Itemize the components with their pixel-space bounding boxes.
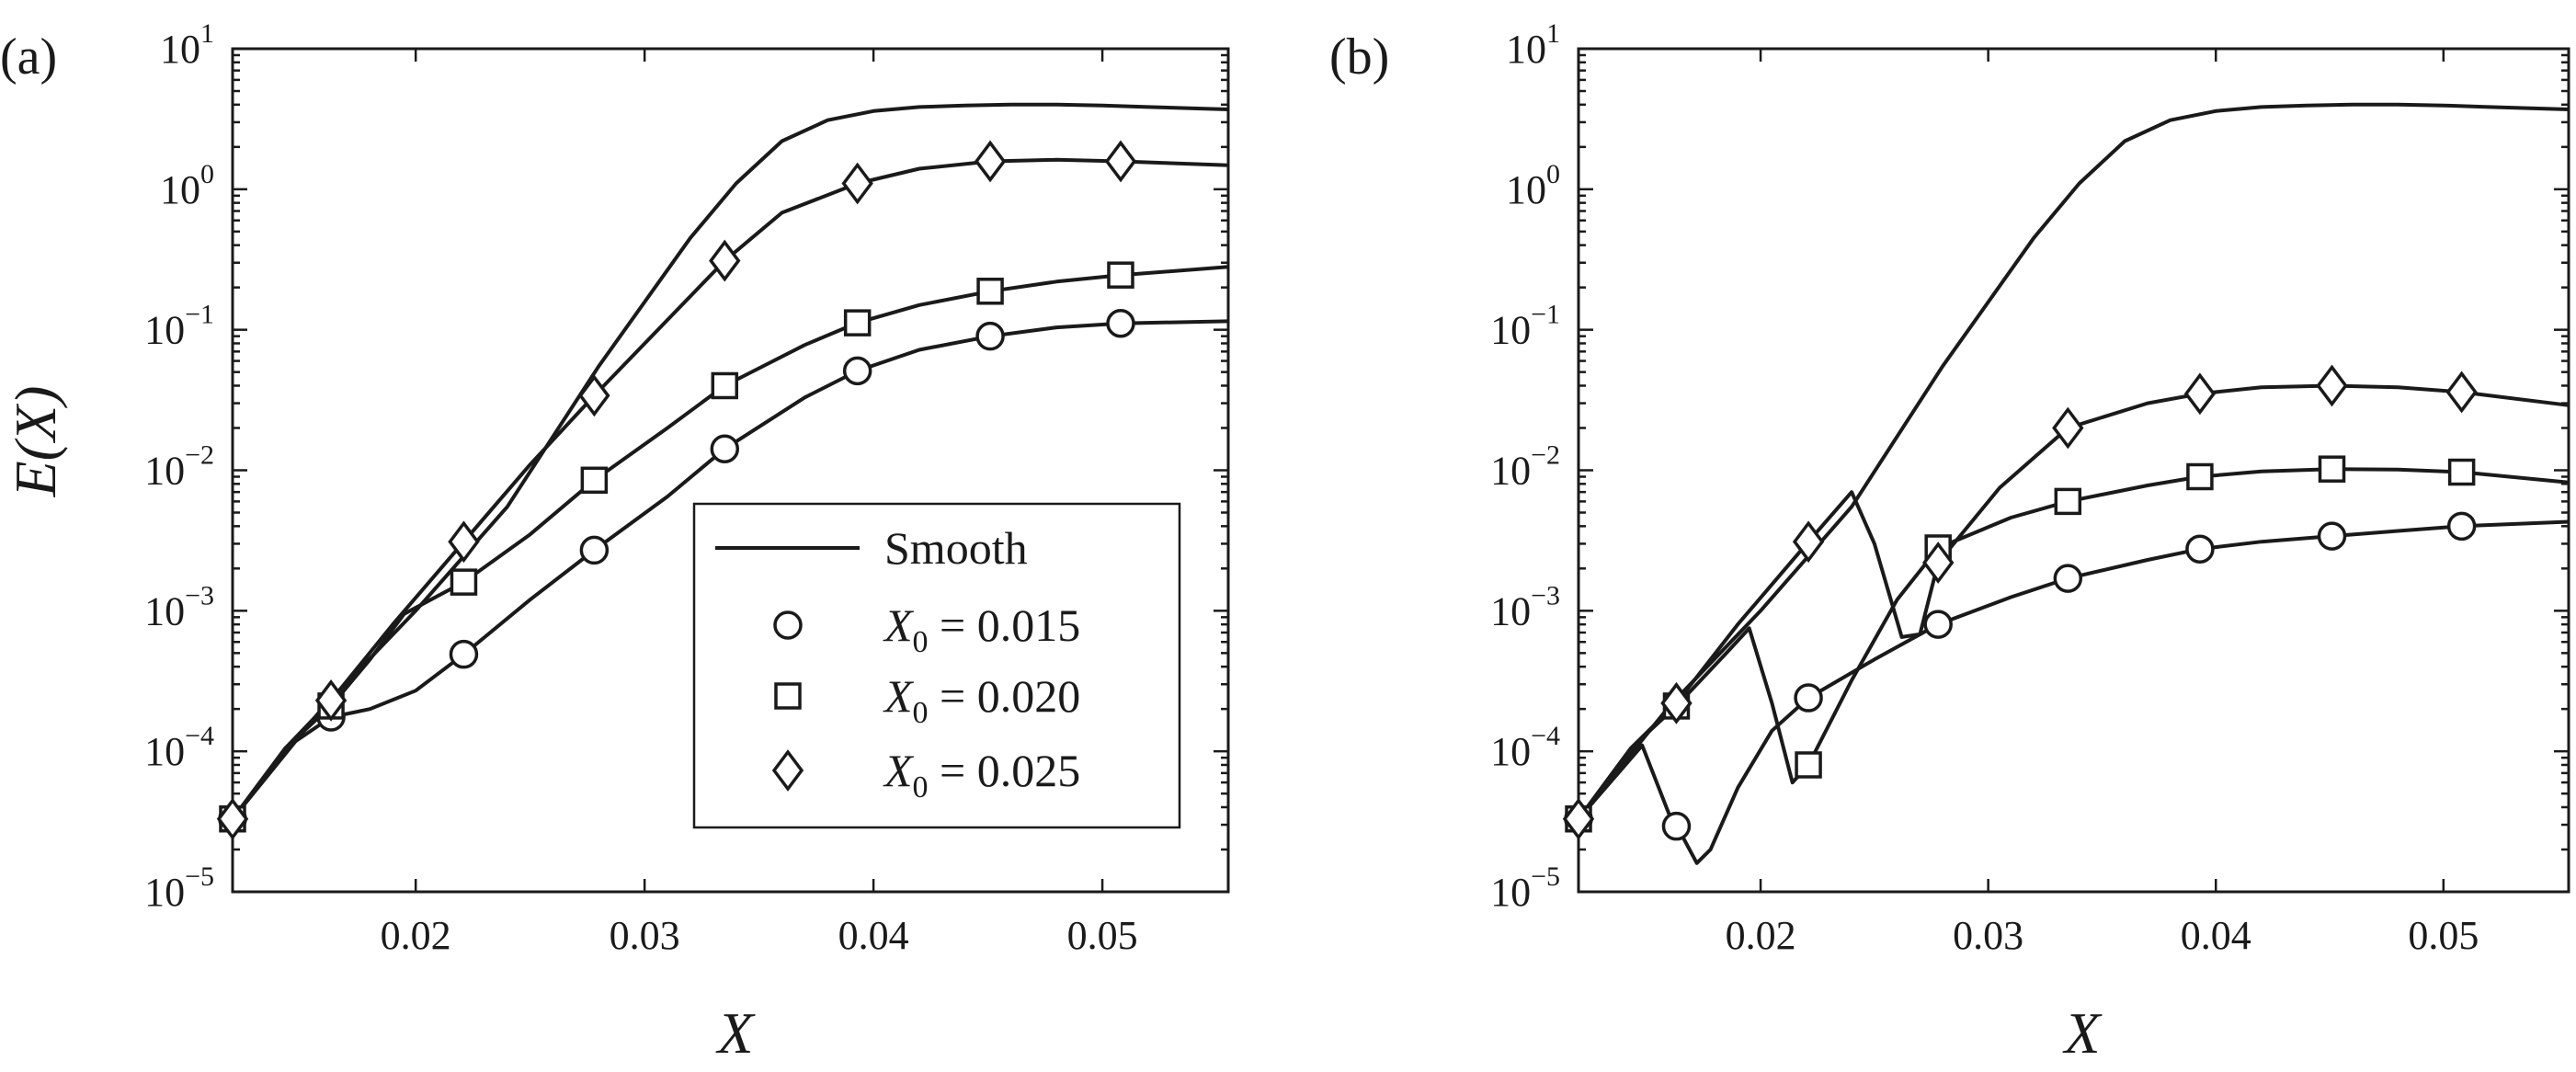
- diamond-marker: [2183, 372, 2217, 416]
- y-tick-label: 100: [160, 159, 214, 212]
- y-tick-label: 10−5: [144, 861, 214, 915]
- panel-a: (a) 0.02 0.03 0.04 0.05 10−5 10−4 10−3 10−2 10−1…: [0, 18, 1230, 1066]
- x-tick-label: 0.05: [1067, 913, 1138, 958]
- square-marker: [1795, 751, 1822, 779]
- diamond-marker: [216, 797, 249, 840]
- y-tick-label: 10−2: [144, 440, 214, 494]
- legend-entry-2: X0 = 0.020: [883, 670, 1080, 730]
- y-tick-label: 10−3: [1490, 580, 1560, 633]
- x-tick-label: 0.05: [2408, 913, 2479, 958]
- panel-b-label: (b): [1329, 29, 1389, 86]
- panel-b: (b) 0.02 0.03 0.04 0.05 10−5 10−4 10−3 10−2 10−1…: [1329, 18, 2570, 1066]
- diamond-marker: [578, 374, 610, 417]
- circle-marker: [2317, 521, 2347, 551]
- x-tick-label: 0.03: [610, 913, 680, 958]
- diamond-marker: [314, 679, 348, 722]
- panel-a-ticks: 0.02 0.03 0.04 0.05 10−5 10−4 10−3 10−2 10−1 100 1…: [144, 18, 1228, 958]
- legend-smooth-label: Smooth: [884, 522, 1028, 574]
- y-tick-label: 10−2: [1490, 440, 1560, 494]
- y-tick-label: 10−4: [1490, 721, 1560, 774]
- y-tick-label: 10−1: [144, 300, 214, 353]
- circle-marker: [2446, 511, 2477, 542]
- diamond-marker: [709, 239, 741, 282]
- y-tick-label: 10−1: [1490, 300, 1560, 353]
- y-tick-label: 100: [1506, 159, 1560, 212]
- circle-marker: [975, 321, 1005, 351]
- panel-a-markers: [216, 140, 1137, 840]
- x-tick-label: 0.04: [2181, 913, 2251, 958]
- diamond-marker: [974, 140, 1007, 183]
- circle-marker: [1106, 308, 1135, 338]
- diamond-marker: [2052, 406, 2084, 450]
- panel-a-xlabel: X: [714, 1000, 756, 1066]
- square-marker: [580, 466, 609, 495]
- diamond-marker: [1792, 520, 1825, 564]
- legend-circle-marker: [773, 610, 803, 640]
- diamond-marker: [2316, 364, 2348, 407]
- diamond-marker: [1104, 140, 1137, 183]
- smooth-curve: [1577, 102, 2570, 821]
- circle-marker: [579, 535, 610, 565]
- x-tick-label: 0.03: [1953, 913, 2023, 958]
- square-marker: [711, 371, 739, 400]
- diamond-series-line: [1577, 383, 2570, 820]
- square-marker: [976, 278, 1004, 305]
- square-marker: [2318, 455, 2346, 483]
- legend-entry-1: X0 = 0.015: [883, 599, 1080, 659]
- circle-marker: [710, 434, 740, 463]
- diamond-marker: [2445, 371, 2478, 414]
- diamond-marker: [1562, 797, 1595, 840]
- y-tick-label: 101: [1506, 18, 1560, 72]
- square-marker: [1107, 261, 1134, 289]
- panel-a-label: (a): [0, 29, 57, 86]
- circle-marker: [2185, 534, 2215, 564]
- legend-entry-3: X0 = 0.025: [883, 745, 1080, 804]
- panel-b-xlabel: X: [2061, 1000, 2103, 1066]
- legend: Smooth X0 = 0.015 X0 = 0.020 X0 = 0.025: [692, 502, 1181, 829]
- circle-series-line: [231, 319, 1229, 820]
- square-marker: [2447, 458, 2476, 486]
- circle-marker: [1661, 811, 1692, 841]
- legend-square-marker: [774, 682, 802, 710]
- circle-marker: [1794, 683, 1823, 713]
- y-tick-label: 10−3: [144, 580, 214, 633]
- diamond-marker: [841, 162, 873, 205]
- square-marker: [2186, 462, 2214, 491]
- square-marker: [450, 568, 478, 596]
- diamond-marker: [448, 520, 480, 564]
- square-marker: [2054, 487, 2082, 516]
- circle-marker: [449, 639, 479, 669]
- panel-b-markers: [1562, 364, 2478, 841]
- panel-b-ticks: 0.02 0.03 0.04 0.05 10−5 10−4 10−3 10−2 10−1 100 1…: [1490, 18, 2569, 958]
- square-marker: [843, 309, 872, 336]
- y-axis-title: E(X): [3, 386, 68, 498]
- x-tick-label: 0.02: [1726, 913, 1796, 958]
- circle-marker: [2053, 564, 2083, 593]
- y-tick-label: 10−5: [1490, 861, 1560, 915]
- legend-diamond-marker: [771, 749, 804, 792]
- diamond-marker: [1921, 542, 1955, 584]
- square-series-line: [231, 265, 1229, 820]
- y-tick-label: 10−4: [144, 721, 214, 774]
- diamond-marker: [1660, 681, 1693, 724]
- circle-marker: [1923, 610, 1953, 639]
- circle-marker: [842, 356, 872, 386]
- y-tick-label: 101: [160, 18, 214, 72]
- x-tick-label: 0.04: [838, 913, 909, 958]
- panel-b-curves: [1577, 102, 2570, 865]
- x-tick-label: 0.02: [381, 913, 451, 958]
